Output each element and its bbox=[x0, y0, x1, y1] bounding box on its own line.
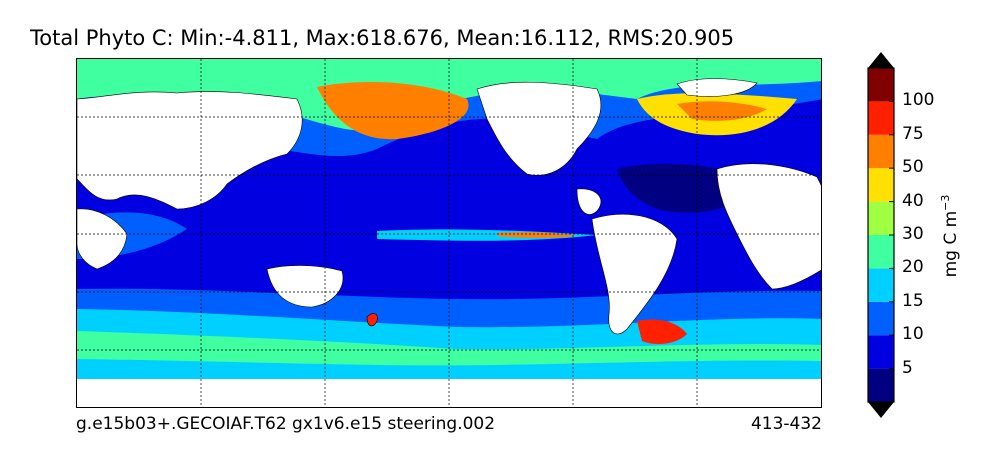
north-pacific-bloom bbox=[317, 82, 469, 140]
north-pacific-gyre bbox=[277, 172, 457, 219]
patagonian-shelf-bloom bbox=[637, 319, 687, 345]
years-label: 413-432 bbox=[750, 414, 822, 434]
colorbar-segment bbox=[868, 235, 894, 269]
units-exponent: −3 bbox=[939, 194, 953, 211]
colorbar-tick-label: 15 bbox=[902, 290, 924, 311]
new-zealand bbox=[366, 313, 378, 327]
colorbar-segment bbox=[868, 301, 894, 336]
plot-title: Total Phyto C: Min:-4.811, Max:618.676, … bbox=[30, 26, 735, 50]
colorbar bbox=[867, 52, 895, 418]
colorbar-segment bbox=[868, 68, 894, 102]
graticule bbox=[77, 59, 821, 407]
south-america bbox=[591, 213, 678, 335]
colorbar-extend-max bbox=[868, 52, 894, 68]
colorbar-segment bbox=[868, 168, 894, 202]
ocean-map bbox=[76, 58, 822, 408]
colorbar-tick-label: 75 bbox=[902, 123, 924, 144]
equatorial-band bbox=[377, 229, 597, 241]
antarctica bbox=[77, 379, 821, 407]
case-label: g.e15b03+.GECOIAF.T62 gx1v6.e15 steering… bbox=[76, 414, 496, 434]
colorbar-tick-label: 20 bbox=[902, 257, 924, 278]
colorbar-segment bbox=[868, 134, 894, 169]
north-america bbox=[476, 81, 602, 176]
north-atlantic-core bbox=[677, 101, 767, 121]
colorbar-segment bbox=[868, 268, 894, 302]
map-canvas bbox=[77, 59, 821, 407]
africa-east bbox=[77, 208, 128, 270]
colorbar-tick-label: 40 bbox=[902, 190, 924, 211]
colorbar-tick-label: 100 bbox=[902, 90, 935, 111]
colorbar-units: mg C m−3 bbox=[939, 195, 961, 278]
australia bbox=[266, 265, 344, 308]
colorbar-segment bbox=[868, 201, 894, 235]
africa-west bbox=[716, 163, 821, 290]
colorbar-segment bbox=[868, 335, 894, 369]
central-america bbox=[576, 188, 602, 215]
colorbar-tick-label: 5 bbox=[902, 357, 913, 378]
colorbar-segment bbox=[868, 101, 894, 135]
eurasia-west bbox=[77, 91, 303, 210]
colorbar-segment bbox=[868, 368, 894, 402]
colorbar-tick-label: 30 bbox=[902, 224, 924, 244]
colorbar-extend-min bbox=[868, 402, 894, 418]
colorbar-tick-label: 10 bbox=[902, 324, 924, 345]
colorbar-tick-label: 50 bbox=[902, 157, 924, 178]
equatorial-upwelling bbox=[497, 232, 577, 238]
units-prefix: mg C m bbox=[940, 210, 961, 278]
